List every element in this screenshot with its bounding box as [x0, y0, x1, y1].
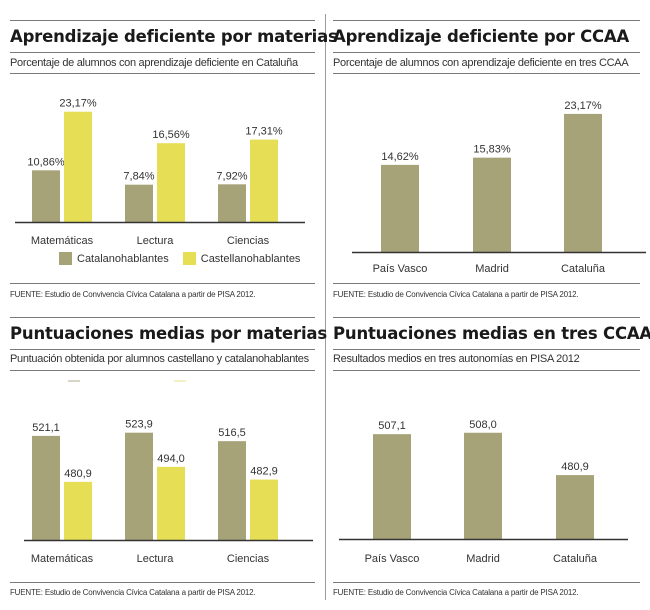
- category-label: Matemáticas: [31, 235, 94, 247]
- data-label: 521,1: [32, 422, 60, 434]
- chart-title: Puntuaciones medias en tres CCAA: [333, 324, 650, 343]
- bar-catalan-0: [32, 435, 60, 540]
- source-note: FUENTE: Estudio de Convivencia Cívica Ca…: [10, 588, 256, 597]
- data-label: 23,17%: [59, 98, 97, 110]
- footer-rule: [10, 283, 315, 284]
- chart-title: Aprendizaje deficiente por materias: [10, 27, 338, 46]
- source-note: FUENTE: Estudio de Convivencia Cívica Ca…: [333, 290, 579, 299]
- legend-swatch-catalan: [59, 252, 72, 265]
- category-label: Madrid: [475, 263, 509, 275]
- title-rule: [333, 52, 640, 53]
- chart-learning-by-subject: 10,86% 23,17% Matemáticas 7,84% 16,56% Lectur…: [15, 98, 305, 247]
- category-label: Ciencias: [227, 235, 270, 247]
- legend-label: Catalanohablantes: [77, 252, 169, 265]
- data-label: 23,17%: [564, 100, 602, 112]
- category-label: Matemáticas: [31, 553, 94, 565]
- top-rule: [10, 20, 315, 21]
- bar-0: [373, 434, 411, 539]
- category-label: Cataluña: [561, 263, 606, 275]
- subtitle-rule: [333, 370, 640, 371]
- category-label: Madrid: [466, 553, 500, 565]
- chart-legend: Catalanohablantes Castellanohablantes: [59, 252, 314, 265]
- title-rule: [10, 52, 315, 53]
- data-label: 15,83%: [473, 144, 511, 156]
- category-label: País Vasco: [365, 553, 420, 565]
- title-rule: [333, 349, 640, 350]
- chart-title: Puntuaciones medias por materias: [10, 324, 327, 343]
- chart-scores-by-region: 507,1 País Vasco 508,0 Madrid 480,9 Cataluña: [339, 419, 628, 565]
- footer-rule: [333, 582, 640, 583]
- data-label: 516,5: [218, 427, 246, 439]
- data-label: 7,84%: [123, 171, 154, 183]
- data-label: 10,86%: [27, 156, 65, 168]
- legend-swatch-castilian: [182, 252, 196, 265]
- source-note: FUENTE: Estudio de Convivencia Cívica Ca…: [10, 290, 256, 299]
- subtitle-rule: [10, 73, 315, 74]
- data-label: 17,31%: [245, 126, 283, 138]
- bar-1: [473, 157, 511, 252]
- source-note: FUENTE: Estudio de Convivencia Cívica Ca…: [333, 588, 579, 597]
- category-label: País Vasco: [373, 263, 428, 275]
- data-label: 523,9: [125, 419, 153, 431]
- data-label: 480,9: [64, 468, 92, 480]
- bar-2: [564, 113, 602, 252]
- chart-title: Aprendizaje deficiente por CCAA: [333, 27, 630, 46]
- chart-subtitle: Porcentaje de alumnos con aprendizaje de…: [10, 57, 298, 69]
- top-rule: [333, 317, 640, 318]
- bar-2: [556, 475, 594, 539]
- top-rule: [333, 20, 640, 21]
- data-label: 16,56%: [152, 129, 190, 141]
- data-label: 480,9: [561, 461, 589, 473]
- footer-rule: [10, 582, 315, 583]
- category-label: Cataluña: [553, 553, 598, 565]
- category-label: Ciencias: [227, 553, 270, 565]
- chart-subtitle: Porcentaje de alumnos con aprendizaje de…: [333, 57, 629, 69]
- bar-castilian-0: [64, 111, 92, 222]
- bar-catalan-1: [125, 432, 153, 540]
- legend-remnant-castilian: [174, 380, 186, 382]
- bar-catalan-0: [32, 170, 60, 222]
- subtitle-rule: [333, 73, 640, 74]
- bar-castilian-0: [64, 481, 92, 540]
- panel-divider: [325, 14, 326, 600]
- category-label: Lectura: [137, 235, 175, 247]
- data-label: 508,0: [469, 419, 497, 431]
- chart-subtitle: Puntuación obtenida por alumnos castella…: [10, 353, 309, 365]
- bar-0: [381, 164, 419, 252]
- chart-subtitle: Resultados medios en tres autonomías en …: [333, 353, 580, 365]
- bar-castilian-2: [250, 479, 278, 540]
- bar-1: [464, 432, 502, 539]
- legend-remnant-catalan: [68, 380, 80, 382]
- legend-item-castilian: Castellanohablantes: [182, 252, 301, 265]
- chart-scores-by-subject: 521,1 480,9 Matemáticas 523,9 494,0 Lectura 51…: [24, 380, 313, 565]
- data-label: 507,1: [378, 420, 406, 432]
- bar-catalan-1: [125, 184, 153, 222]
- category-label: Lectura: [137, 553, 175, 565]
- bar-catalan-2: [218, 441, 246, 540]
- legend-label: Castellanohablantes: [200, 252, 301, 265]
- bar-castilian-1: [157, 466, 185, 540]
- chart-learning-by-region: 14,62% País Vasco 15,83% Madrid 23,17% Catalu…: [352, 100, 646, 275]
- title-rule: [10, 349, 315, 350]
- legend-item-catalan: Catalanohablantes: [59, 252, 169, 265]
- bar-castilian-1: [157, 143, 185, 222]
- bar-catalan-2: [218, 184, 246, 222]
- data-label: 14,62%: [381, 151, 419, 163]
- subtitle-rule: [10, 370, 315, 371]
- footer-rule: [333, 283, 640, 284]
- top-rule: [10, 317, 315, 318]
- bar-castilian-2: [250, 139, 278, 222]
- data-label: 482,9: [250, 466, 278, 478]
- data-label: 494,0: [157, 453, 185, 465]
- data-label: 7,92%: [216, 170, 247, 182]
